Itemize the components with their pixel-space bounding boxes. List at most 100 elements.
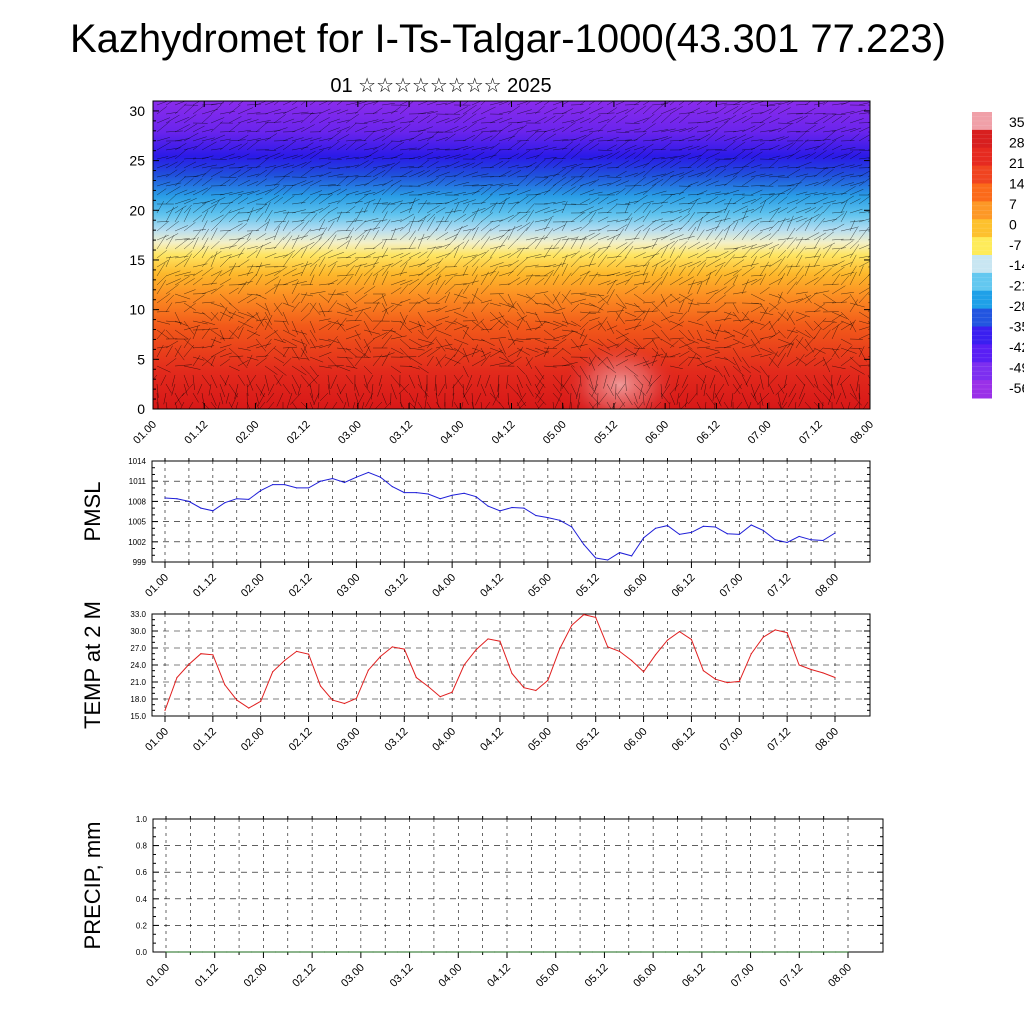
series-point bbox=[511, 673, 512, 674]
panel-x-tick-label: 07.00 bbox=[717, 572, 745, 600]
series-point bbox=[164, 710, 165, 711]
series-point bbox=[640, 951, 641, 952]
series-point bbox=[385, 951, 386, 952]
series-point bbox=[531, 951, 532, 952]
series-point bbox=[356, 698, 357, 699]
panel-y-tick-label: 0.4 bbox=[136, 895, 148, 904]
series-point bbox=[689, 951, 690, 952]
series-point bbox=[440, 498, 441, 499]
panel-y-tick-label: 0.2 bbox=[136, 921, 148, 930]
colorbar-label: -21 bbox=[1009, 278, 1024, 294]
series-point bbox=[523, 687, 524, 688]
series-point bbox=[834, 532, 835, 533]
series-point bbox=[392, 486, 393, 487]
series-point bbox=[607, 646, 608, 647]
series-point bbox=[751, 653, 752, 654]
colorbar-label: -49 bbox=[1009, 359, 1024, 375]
series-point bbox=[380, 477, 381, 478]
colorbar-label: -35 bbox=[1009, 319, 1024, 335]
panel-x-tick-label: 05.12 bbox=[574, 726, 602, 754]
series-point bbox=[176, 677, 177, 678]
series-point bbox=[428, 493, 429, 494]
series-point bbox=[178, 951, 179, 952]
series-point bbox=[212, 654, 213, 655]
panel-x-tick-label: 07.00 bbox=[729, 962, 757, 990]
series-point bbox=[571, 625, 572, 626]
panel-y-tick-label: 1008 bbox=[128, 497, 146, 506]
figure-subtitle: 01 ☆☆☆☆☆☆☆☆ 2025 bbox=[330, 75, 551, 97]
panel-y-label: PMSL bbox=[80, 482, 105, 542]
series-point bbox=[284, 660, 285, 661]
series-point bbox=[421, 951, 422, 952]
series-point bbox=[344, 482, 345, 483]
colorbar-label: 21 bbox=[1009, 155, 1024, 171]
panel-y-tick-label: 1005 bbox=[128, 518, 146, 527]
series-point bbox=[380, 656, 381, 657]
series-point bbox=[428, 686, 429, 687]
series-point bbox=[511, 507, 512, 508]
series-point bbox=[320, 685, 321, 686]
series-point bbox=[583, 544, 584, 545]
series-point bbox=[499, 641, 500, 642]
series-point bbox=[607, 559, 608, 560]
series-point bbox=[665, 951, 666, 952]
series-point bbox=[543, 951, 544, 952]
heatmap-y-tick-label: 10 bbox=[129, 302, 145, 318]
series-point bbox=[643, 537, 644, 538]
series-point bbox=[320, 481, 321, 482]
panel-x-tick-label: 04.12 bbox=[478, 572, 506, 600]
series-point bbox=[238, 951, 239, 952]
series-point bbox=[787, 951, 788, 952]
series-point bbox=[214, 951, 215, 952]
panel-x-tick-label: 03.00 bbox=[339, 962, 367, 990]
panel-x-tick-label: 03.12 bbox=[388, 962, 416, 990]
colorbar-label: -56 bbox=[1009, 380, 1024, 396]
wind-barb bbox=[868, 149, 885, 150]
series-point bbox=[464, 664, 465, 665]
series-point bbox=[251, 951, 252, 952]
series-point bbox=[392, 646, 393, 647]
series-point bbox=[715, 679, 716, 680]
heatmap-y-tick-label: 20 bbox=[129, 202, 145, 218]
series-point bbox=[738, 951, 739, 952]
series-point bbox=[458, 951, 459, 952]
panel-x-tick-label: 06.00 bbox=[631, 962, 659, 990]
series-point bbox=[822, 540, 823, 541]
series-point bbox=[631, 555, 632, 556]
series-point bbox=[579, 951, 580, 952]
panel-x-tick-label: 06.00 bbox=[622, 572, 650, 600]
colorbar-label: -28 bbox=[1009, 298, 1024, 314]
panel-x-tick-label: 04.00 bbox=[430, 572, 458, 600]
panel-x-tick-label: 01.12 bbox=[191, 572, 219, 600]
series-point bbox=[799, 664, 800, 665]
heatmap-x-tick-label: 07.00 bbox=[746, 419, 774, 447]
heatmap-y-tick-label: 5 bbox=[137, 351, 145, 367]
series-point bbox=[299, 951, 300, 952]
series-point bbox=[312, 951, 313, 952]
series-point bbox=[332, 700, 333, 701]
series-point bbox=[822, 672, 823, 673]
panel-x-tick-label: 04.00 bbox=[436, 962, 464, 990]
series-point bbox=[409, 951, 410, 952]
series-point bbox=[535, 690, 536, 691]
series-point bbox=[440, 696, 441, 697]
series-point bbox=[260, 490, 261, 491]
colorbar-label: -14 bbox=[1009, 257, 1024, 273]
colorbar-label: 14 bbox=[1009, 176, 1024, 192]
series-point bbox=[571, 526, 572, 527]
series-point bbox=[284, 484, 285, 485]
series-point bbox=[470, 951, 471, 952]
series-point bbox=[296, 651, 297, 652]
series-point bbox=[452, 692, 453, 693]
series-point bbox=[272, 671, 273, 672]
series-point bbox=[701, 951, 702, 952]
panel-x-tick-label: 02.00 bbox=[239, 572, 267, 600]
panel-x-tick-label: 03.12 bbox=[382, 726, 410, 754]
series-point bbox=[715, 526, 716, 527]
heatmap-hotspot bbox=[560, 340, 680, 430]
series-point bbox=[475, 496, 476, 497]
series-point bbox=[739, 534, 740, 535]
